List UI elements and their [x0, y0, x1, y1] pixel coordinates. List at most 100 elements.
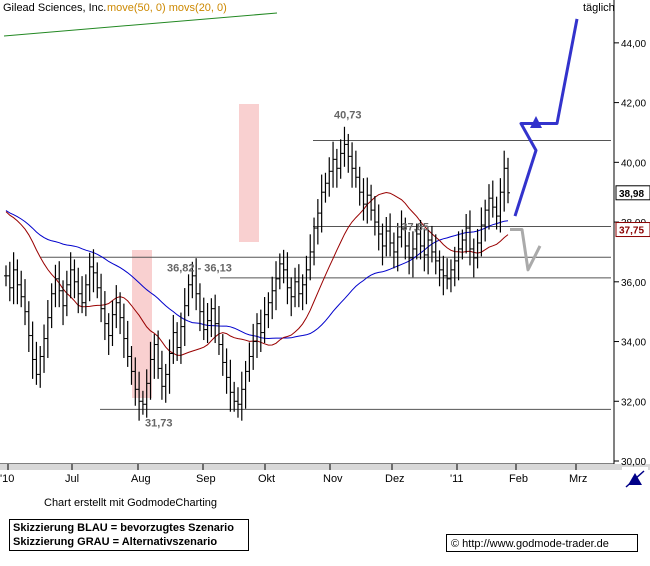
scenario-blue-arrow: [530, 116, 542, 128]
y-tick-label: 32,00: [621, 397, 646, 408]
price-bar: [80, 276, 85, 314]
price-bar: [102, 291, 107, 341]
price-bar: [190, 261, 195, 299]
y-tick-label: 34,00: [621, 338, 646, 349]
price-bar: [266, 292, 271, 329]
price-bar: [255, 313, 259, 358]
price-bar: [205, 303, 210, 344]
price-bar: [125, 320, 130, 367]
price-bar: [277, 253, 282, 290]
price-bar: [61, 280, 66, 326]
price-bar: [49, 283, 54, 329]
price-bar: [414, 223, 419, 260]
price-bar: [502, 150, 507, 212]
price-bar: [38, 346, 43, 388]
x-tick-label: Jul: [65, 473, 79, 485]
price-bar: [456, 231, 461, 281]
price-bar: [479, 207, 484, 257]
price-bar: [506, 157, 510, 204]
price-bar: [106, 313, 111, 355]
scenario-blue-path: [513, 18, 579, 217]
x-tick-label: Mrz: [569, 473, 587, 485]
price-bar: [216, 305, 221, 355]
price-bar: [251, 323, 256, 370]
price-bar: [391, 232, 396, 269]
price-bar: [178, 312, 183, 364]
price-bar: [30, 321, 35, 379]
price-bar: [197, 283, 202, 332]
y-tick-label: 36,00: [621, 278, 646, 289]
price-bar: [403, 217, 408, 260]
scenario-legend: Skizzierung BLAU = bevorzugtes Szenario …: [9, 519, 249, 551]
price-bar: [376, 204, 381, 251]
price-bar: [194, 258, 199, 311]
price-bar: [137, 371, 142, 421]
price-bar: [467, 210, 472, 266]
y-tick-label: 42,00: [621, 99, 646, 110]
price-bar: [437, 250, 442, 287]
chart-tool-icon[interactable]: [622, 467, 648, 489]
x-tick-label: '11: [450, 473, 464, 485]
price-bar: [498, 178, 503, 233]
level-annotation: 36,82 - 36,13: [167, 262, 232, 274]
price-bar: [64, 270, 69, 317]
price-bar: [471, 238, 476, 278]
price-bar: [262, 297, 267, 344]
price-bar: [182, 288, 187, 347]
price-bar: [285, 252, 290, 305]
price-bar: [289, 277, 294, 317]
price-bar: [300, 274, 305, 311]
price-bar: [163, 363, 168, 403]
price-badge: 38,98: [615, 185, 650, 201]
price-bar: [448, 259, 453, 293]
price-bar: [384, 216, 389, 257]
price-bar: [19, 270, 24, 308]
price-bar: [42, 324, 47, 373]
indicator-label: move(50, 0) movs(20, 0): [107, 2, 227, 14]
price-bar: [441, 255, 446, 296]
price-bar: [274, 261, 279, 311]
price-bar: [258, 309, 263, 352]
price-bar: [353, 150, 358, 188]
price-bar: [99, 273, 104, 323]
y-tick-label: 30,00: [621, 457, 646, 468]
price-bar: [445, 258, 450, 290]
price-bar: [483, 199, 488, 242]
x-tick-label: Sep: [196, 473, 216, 485]
price-bar: [281, 249, 286, 284]
price-bar: [53, 264, 58, 308]
price-bar: [296, 264, 301, 308]
chart-title: Gilead Sciences, Inc.: [3, 2, 106, 14]
x-tick-label: Okt: [258, 473, 275, 485]
trend-line-green: [3, 12, 278, 37]
price-bar: [26, 301, 31, 352]
price-bar: [327, 157, 332, 197]
price-bar: [15, 259, 20, 305]
legend-blue-line: Skizzierung BLAU = bevorzugtes Szenario: [13, 522, 234, 534]
price-bar: [331, 141, 336, 188]
y-tick-label: 44,00: [621, 39, 646, 50]
price-bar: [350, 142, 355, 188]
price-bar: [156, 330, 161, 379]
price-bar: [426, 229, 431, 275]
source-url[interactable]: © http://www.godmode-trader.de: [446, 534, 638, 552]
level-annotation: 31,73: [145, 417, 173, 429]
price-bar: [68, 252, 73, 299]
price-bar: [372, 196, 377, 236]
price-bar: [346, 133, 351, 173]
scenario-gray-path: [510, 228, 542, 272]
price-bar: [129, 346, 134, 385]
price-bar: [460, 229, 465, 260]
price-bar: [87, 252, 92, 302]
price-bar: [308, 234, 313, 281]
highlight-zone: [132, 250, 152, 398]
price-bar: [140, 390, 145, 415]
price-bar: [293, 267, 298, 308]
price-bar: [76, 267, 81, 314]
price-bar: [243, 360, 248, 409]
price-bar: [118, 292, 123, 335]
price-bar: [201, 297, 206, 341]
highlight-zone: [239, 104, 259, 242]
price-bar: [7, 261, 12, 302]
